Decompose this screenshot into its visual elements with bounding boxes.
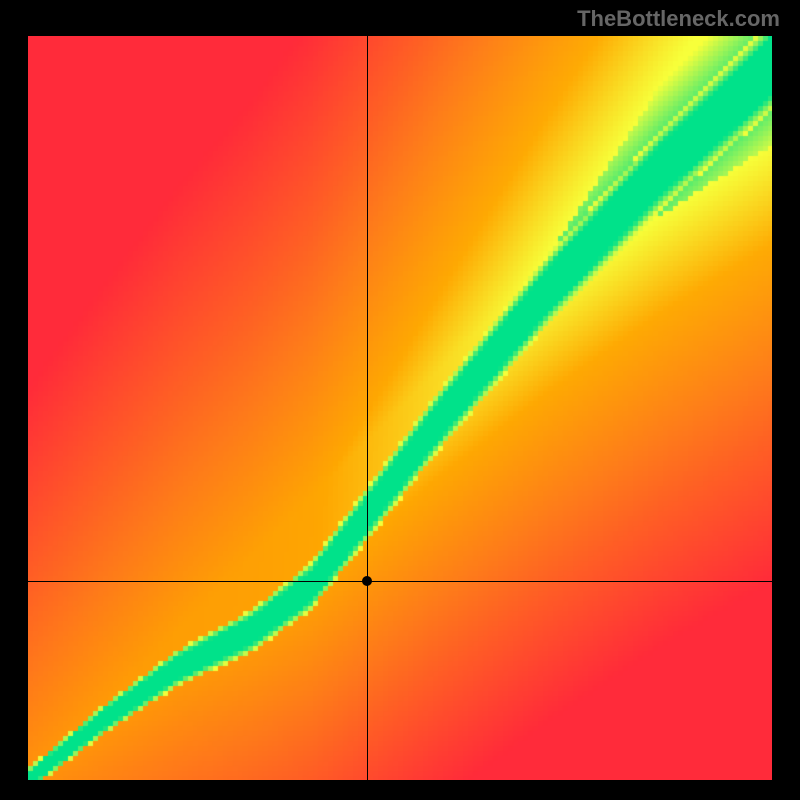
chart-container: TheBottleneck.com (0, 0, 800, 800)
watermark-text: TheBottleneck.com (577, 6, 780, 32)
crosshair-vertical (367, 36, 368, 780)
crosshair-horizontal (28, 581, 772, 582)
crosshair-marker (362, 576, 372, 586)
heatmap-canvas (28, 36, 772, 780)
